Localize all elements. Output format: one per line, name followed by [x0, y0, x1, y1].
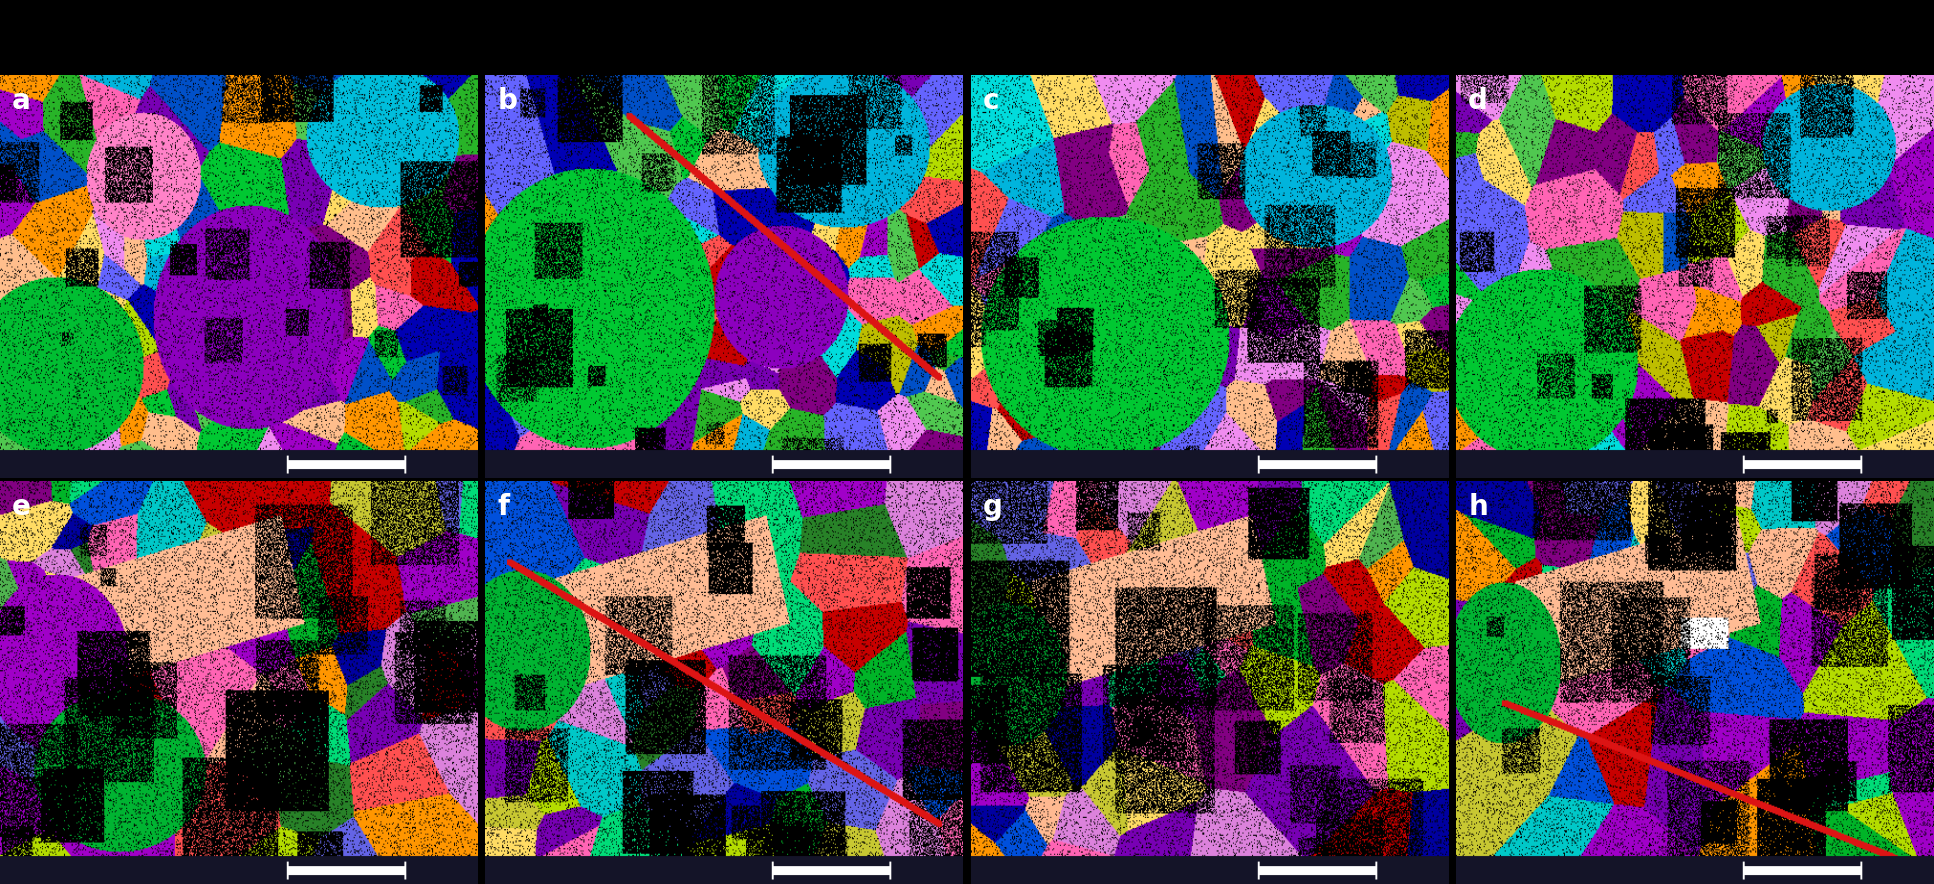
Text: g: g — [982, 493, 1002, 522]
Text: h: h — [1468, 493, 1487, 522]
Text: b: b — [497, 88, 516, 115]
Text: d: d — [1468, 88, 1487, 115]
Text: f: f — [497, 493, 509, 522]
Text: c: c — [982, 88, 1000, 115]
Text: e: e — [12, 493, 31, 522]
Text: a: a — [12, 88, 31, 115]
